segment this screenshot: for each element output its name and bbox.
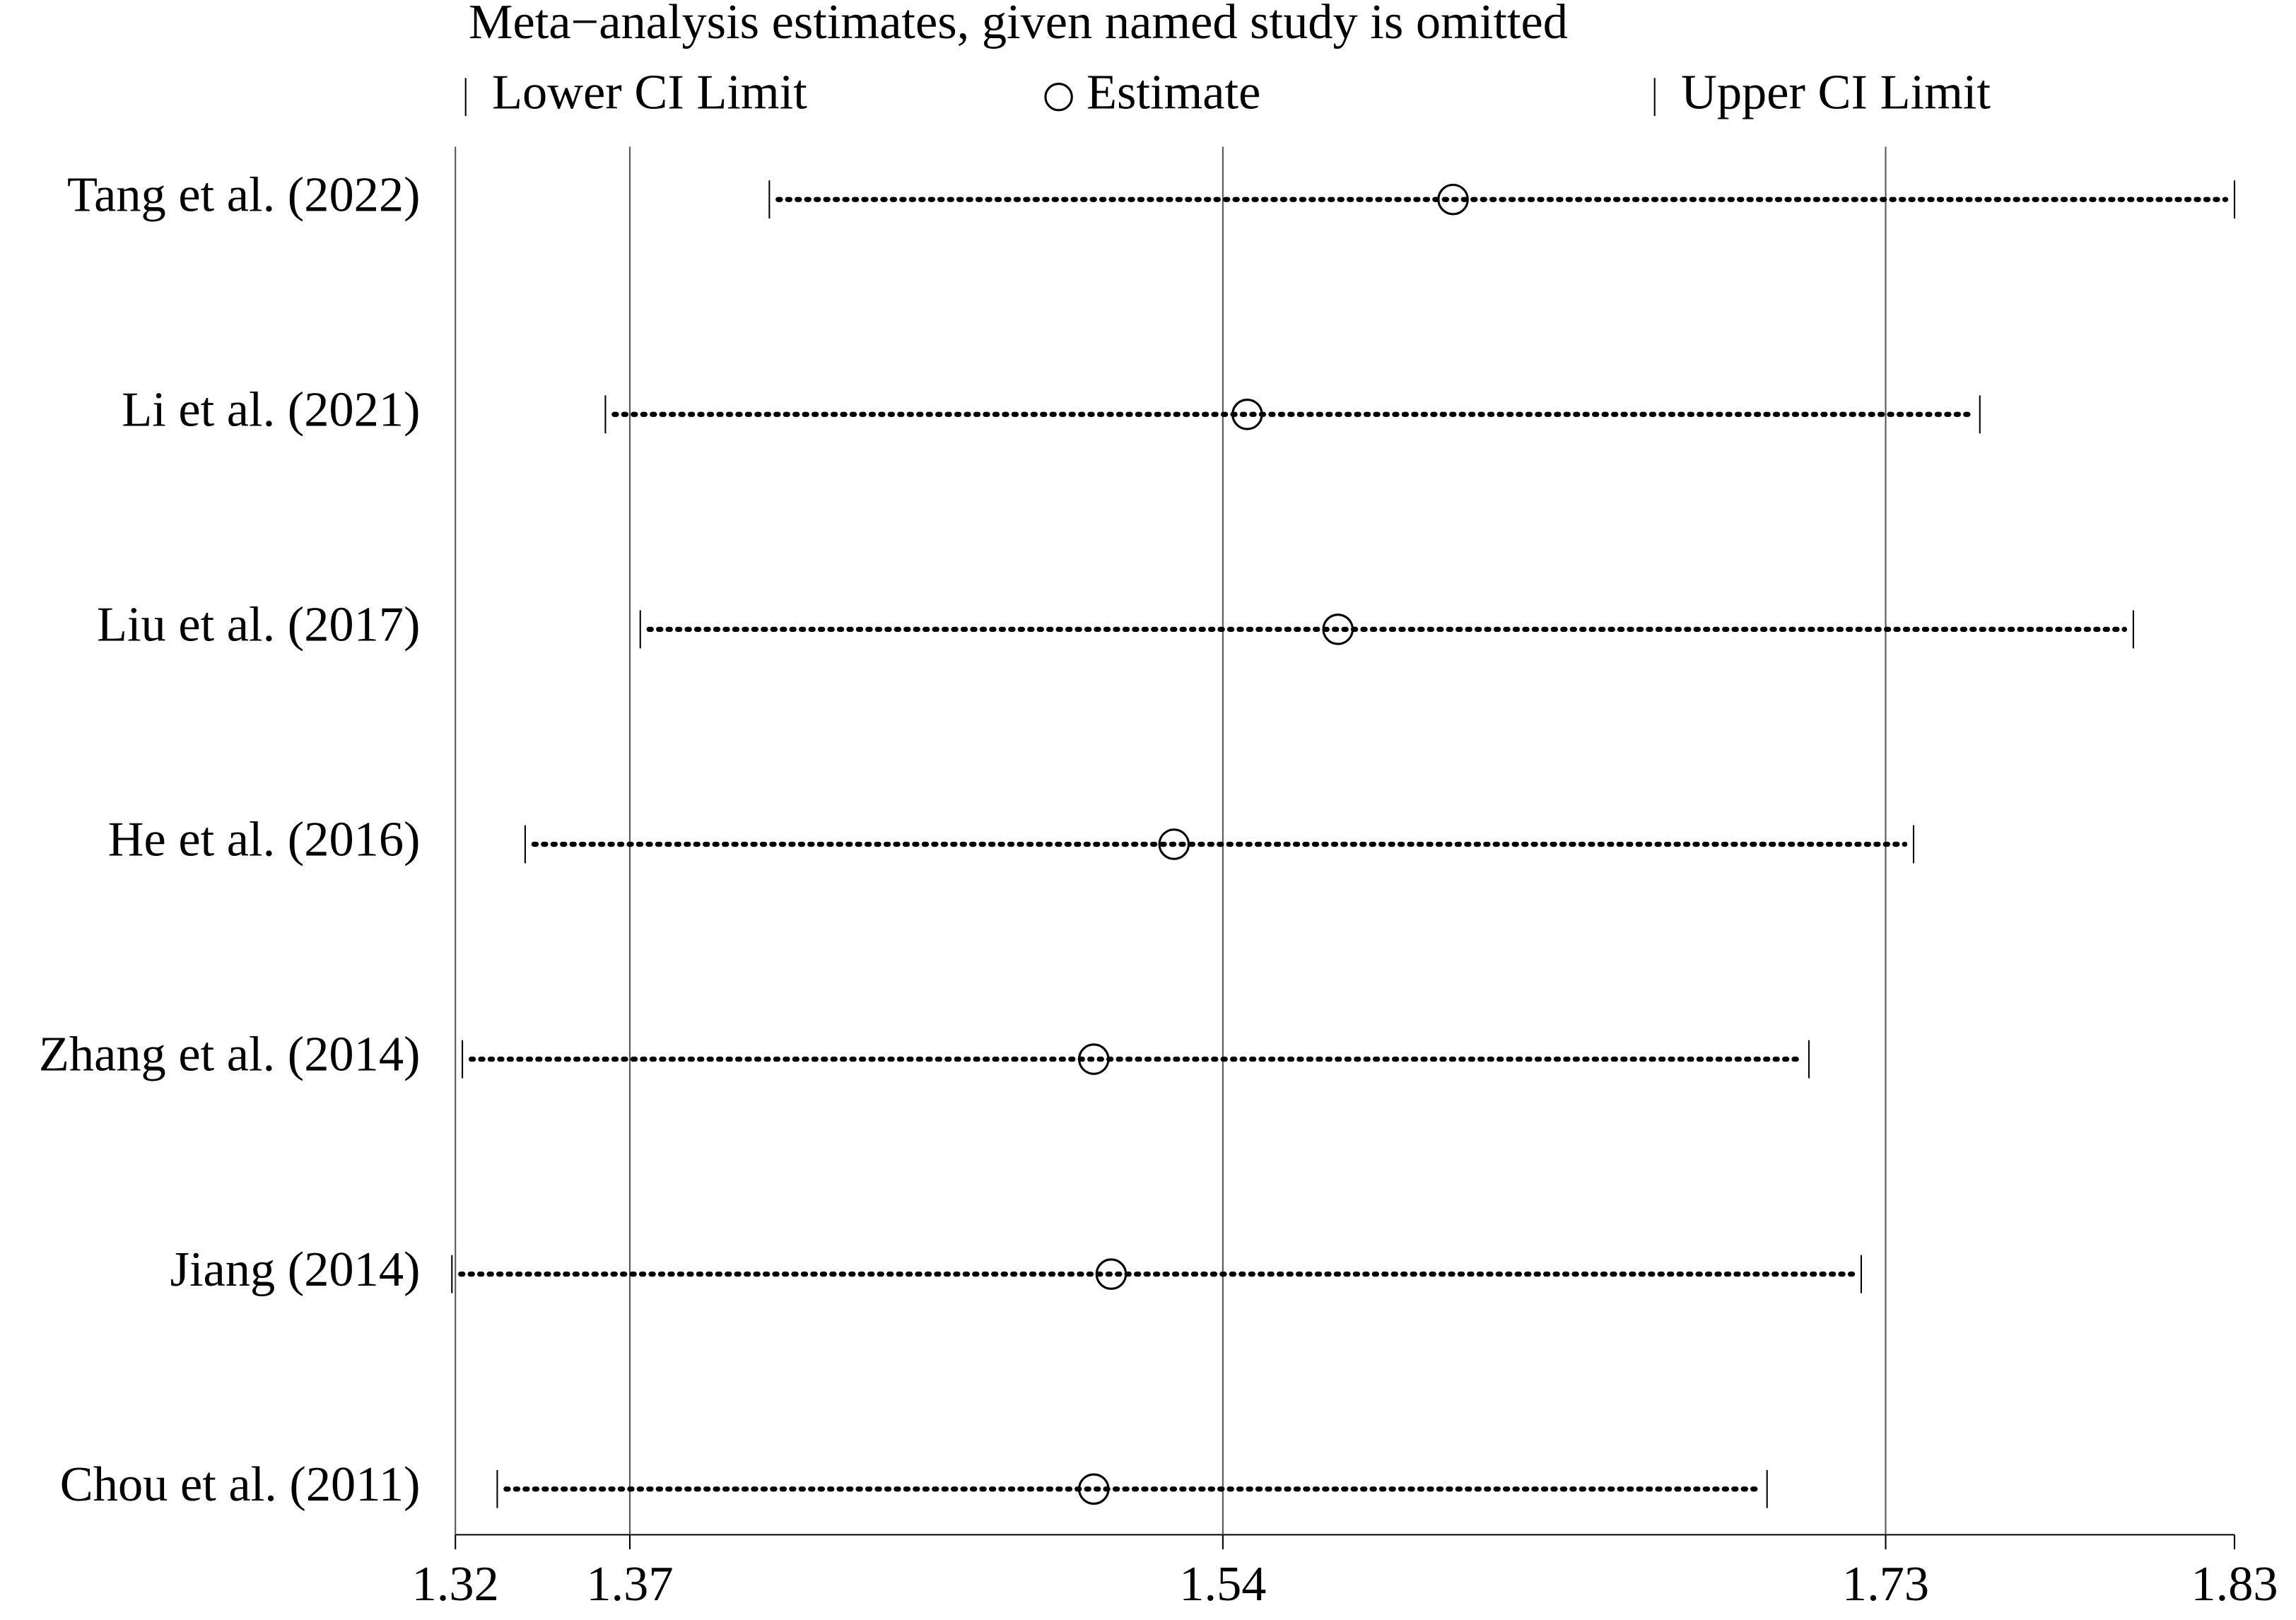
y-tick-label: He et al. (2016) [108, 812, 421, 867]
estimate-marker [1322, 614, 1354, 645]
x-tick-label: 1.73 [1842, 1556, 1929, 1612]
y-tick-label: Jiang (2014) [170, 1242, 421, 1297]
legend-label: Lower CI Limit [492, 64, 807, 119]
x-tick-label: 1.83 [2191, 1556, 2278, 1612]
estimate-marker [1078, 1473, 1110, 1505]
x-tick-label: 1.37 [586, 1556, 673, 1612]
legend-label: Upper CI Limit [1681, 64, 1991, 119]
y-tick-label: Li et al. (2021) [122, 382, 420, 437]
estimate-marker [1095, 1258, 1128, 1290]
x-tick-label: 1.32 [412, 1556, 499, 1612]
legend-label: Estimate [1086, 64, 1260, 119]
estimate-marker [1231, 399, 1263, 430]
x-tick-label: 1.54 [1179, 1556, 1266, 1612]
estimate-marker [1078, 1043, 1110, 1075]
y-tick-label: Liu et al. (2017) [97, 597, 421, 652]
y-tick-label: Chou et al. (2011) [60, 1457, 421, 1512]
estimate-marker [1158, 828, 1190, 860]
y-tick-label: Tang et al. (2022) [67, 167, 420, 222]
estimate-marker [1437, 183, 1469, 216]
legend-marker [1044, 83, 1073, 112]
y-tick-label: Zhang et al. (2014) [39, 1027, 421, 1082]
chart-title: Meta−analysis estimates, given named stu… [469, 0, 1568, 49]
